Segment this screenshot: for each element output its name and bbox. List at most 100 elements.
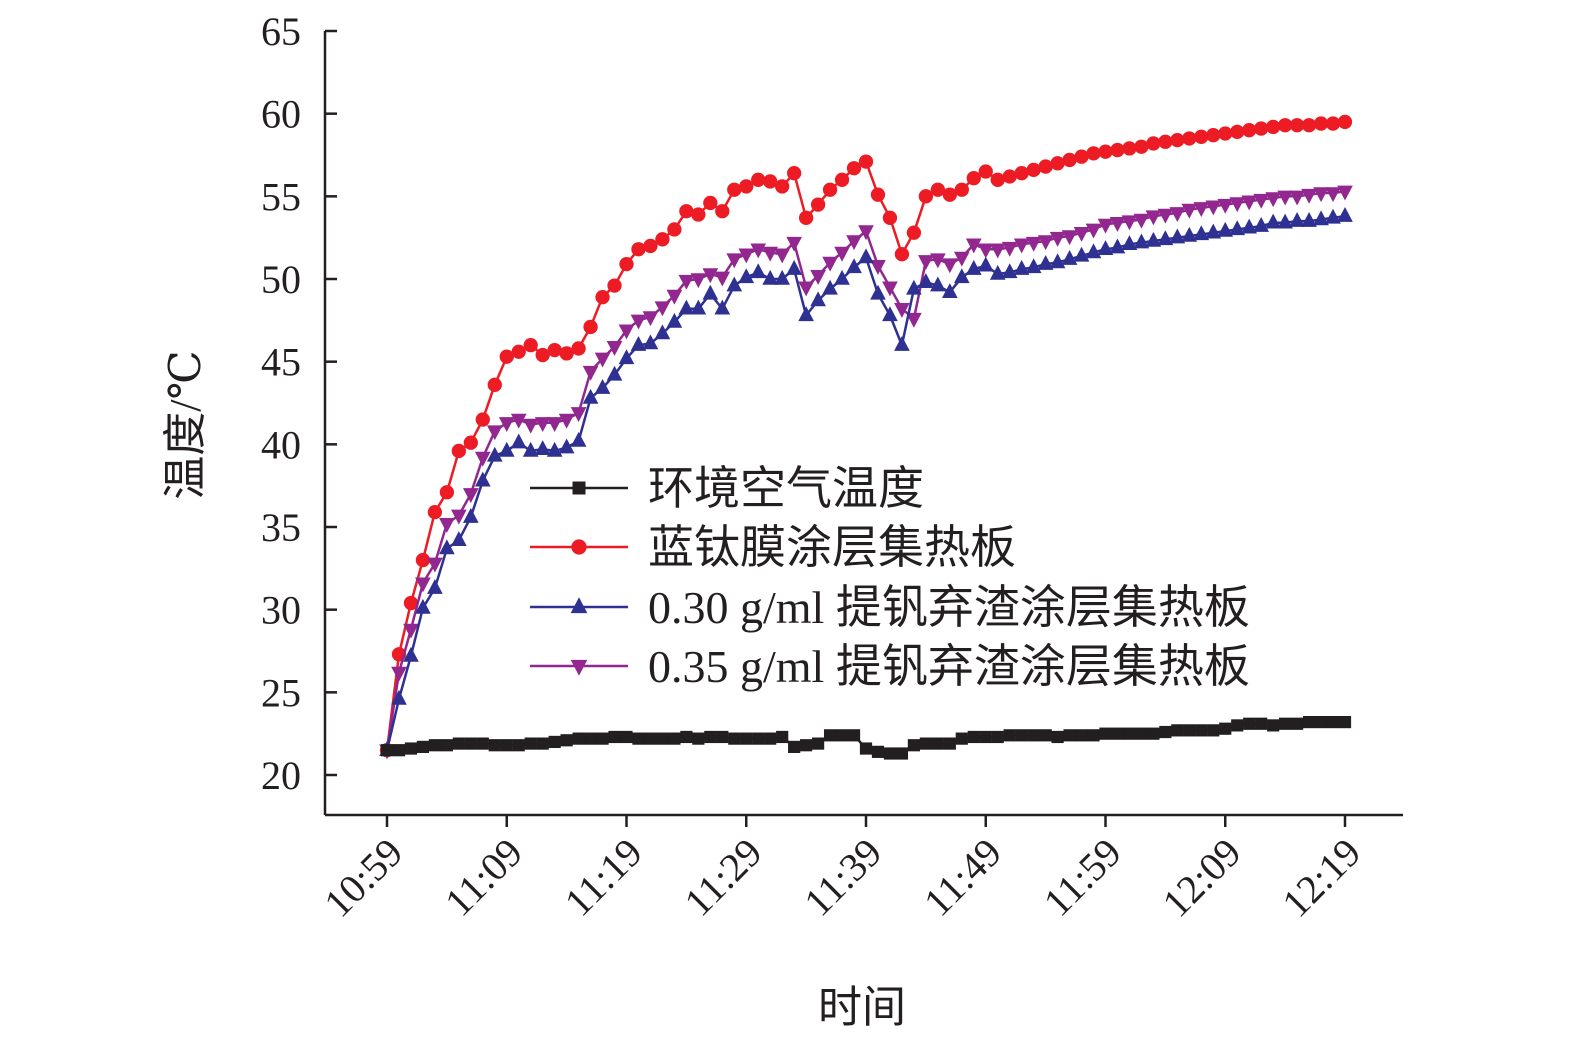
data-point [403, 623, 419, 639]
data-point [428, 739, 441, 752]
data-point [558, 413, 575, 429]
data-point [716, 730, 729, 744]
series-1 [379, 114, 1353, 758]
data-point [1014, 166, 1029, 181]
data-point [643, 238, 658, 254]
x-tick-label: 11:29 [675, 830, 770, 925]
data-point [953, 251, 970, 267]
data-point [977, 243, 994, 259]
data-point [678, 299, 695, 315]
data-point [800, 739, 813, 752]
data-point [1085, 223, 1102, 239]
x-tick-label: 11:19 [556, 830, 651, 925]
data-point [427, 504, 443, 520]
data-point [1205, 200, 1222, 216]
data-point [594, 352, 611, 368]
data-point [572, 732, 585, 745]
data-point [1085, 243, 1102, 259]
data-point [774, 248, 791, 264]
data-point [1133, 233, 1150, 249]
data-point [668, 732, 681, 745]
y-tick-label: 40 [261, 422, 301, 467]
data-point [594, 378, 611, 394]
data-point [1266, 119, 1281, 135]
data-point [762, 246, 779, 262]
data-point [953, 268, 970, 284]
data-point [1026, 162, 1041, 178]
data-point [895, 747, 909, 760]
data-point [882, 210, 898, 225]
legend-item: 环境空气温度 [530, 463, 924, 514]
data-point [859, 742, 873, 755]
x-tick-label: 11:59 [1035, 830, 1130, 925]
data-point [822, 182, 838, 197]
data-point [1267, 719, 1280, 732]
data-point [415, 598, 431, 614]
data-point [750, 263, 767, 279]
data-point [499, 349, 514, 364]
data-point [439, 485, 455, 500]
data-point [512, 739, 525, 752]
data-point [739, 179, 754, 194]
data-point [1145, 210, 1162, 226]
data-point [1255, 717, 1268, 730]
data-point [738, 248, 755, 264]
data-point [510, 413, 527, 429]
data-point [979, 730, 992, 744]
series-2 [379, 207, 1353, 756]
data-point [1073, 246, 1090, 262]
data-point [977, 256, 994, 272]
data-point [596, 732, 609, 745]
data-point [1277, 213, 1293, 229]
data-point [692, 732, 705, 745]
data-point [691, 207, 706, 222]
data-point [644, 732, 657, 745]
data-point [714, 299, 731, 315]
data-point [630, 314, 647, 330]
data-point [774, 269, 791, 285]
data-point [510, 433, 527, 449]
data-point [632, 732, 645, 745]
data-point [1291, 717, 1304, 730]
data-point [1277, 190, 1293, 206]
legend-item: 0.35 g/ml 提钒弃渣涂层集热板 [530, 641, 1250, 692]
data-point [655, 232, 670, 247]
data-point [1338, 715, 1352, 729]
data-point [941, 258, 958, 274]
data-point [798, 306, 814, 322]
data-point [462, 507, 479, 523]
data-point [1229, 197, 1246, 213]
data-point [403, 646, 419, 662]
data-point [955, 732, 968, 745]
data-point [894, 247, 910, 262]
data-point [989, 243, 1006, 259]
data-point [787, 166, 802, 181]
data-point [1326, 715, 1340, 729]
data-point [666, 289, 683, 305]
data-point [1254, 121, 1269, 136]
data-point [1229, 220, 1246, 236]
data-point [1013, 238, 1030, 254]
legend-label: 环境空气温度 [648, 463, 924, 514]
data-point [870, 187, 886, 202]
data-point [1123, 727, 1136, 740]
data-point [1121, 235, 1138, 251]
data-point [618, 349, 635, 365]
data-point [1025, 258, 1042, 274]
data-point [990, 172, 1005, 187]
data-point [1001, 263, 1018, 279]
data-point [536, 737, 549, 750]
data-point [380, 744, 394, 757]
data-point [883, 747, 897, 760]
data-point [989, 264, 1006, 280]
data-point [1109, 217, 1126, 232]
data-point [391, 689, 407, 705]
data-point [1218, 126, 1233, 141]
data-point [1169, 228, 1186, 244]
data-point [1181, 203, 1198, 219]
data-point [680, 730, 693, 744]
data-point [788, 740, 801, 753]
y-tick-label: 35 [261, 505, 301, 550]
data-point [524, 737, 537, 750]
data-point [1013, 259, 1030, 275]
